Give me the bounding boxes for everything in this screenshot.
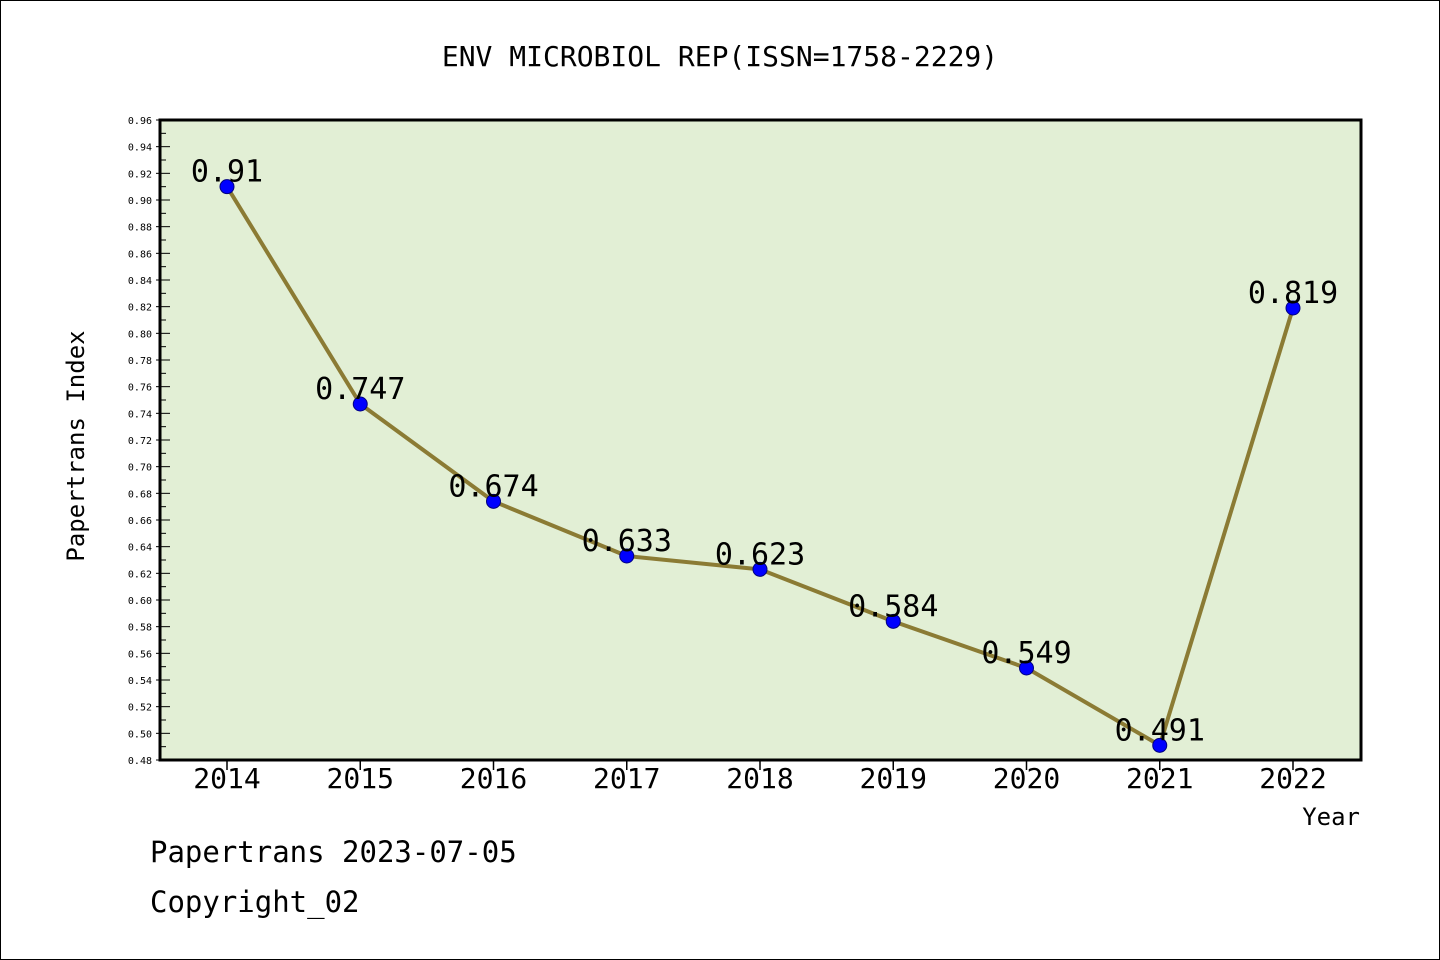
- x-tick-label: 2018: [726, 762, 793, 795]
- data-label: 0.91: [191, 155, 263, 190]
- x-axis: 2014 2015 2016 2017 2018 2019 2020 2021 2022: [193, 760, 1327, 795]
- data-label: 0.549: [981, 636, 1071, 671]
- y-tick-label: 0.58: [128, 623, 152, 634]
- y-tick-label: 0.68: [128, 489, 152, 500]
- data-point: [752, 561, 768, 577]
- y-tick-label: 0.84: [128, 276, 152, 287]
- x-tick-label: 2019: [860, 762, 927, 795]
- x-tick-label: 2017: [593, 762, 660, 795]
- y-tick-label: 0.80: [128, 329, 152, 340]
- series-line-group: 0.91 0.747 0.674 0.633 0.623 0.584 0.549 0.491 0…: [191, 155, 1338, 753]
- y-tick-label: 0.66: [128, 516, 152, 527]
- data-label: 0.623: [715, 537, 805, 572]
- y-axis-label: Papertrans Index: [62, 330, 90, 561]
- x-tick-label: 2021: [1126, 762, 1193, 795]
- chart-title: ENV MICROBIOL REP(ISSN=1758-2229): [442, 40, 998, 73]
- data-point: [619, 548, 635, 564]
- y-tick-label: 0.94: [128, 143, 152, 154]
- y-tick-label: 0.78: [128, 356, 152, 367]
- y-tick-label: 0.56: [128, 649, 152, 660]
- data-label: 0.584: [848, 589, 938, 624]
- y-tick-label: 0.52: [128, 703, 152, 714]
- x-tick-label: 2020: [993, 762, 1060, 795]
- data-label: 0.491: [1115, 713, 1205, 748]
- y-tick-label: 0.62: [128, 569, 152, 580]
- data-label: 0.747: [315, 372, 405, 407]
- y-tick-label: 0.64: [128, 543, 152, 554]
- y-tick-label: 0.74: [128, 409, 152, 420]
- y-tick-label: 0.96: [128, 116, 152, 127]
- data-point: [219, 179, 235, 195]
- y-tick-label: 0.54: [128, 676, 152, 687]
- data-point: [1152, 737, 1168, 753]
- y-tick-label: 0.92: [128, 169, 152, 180]
- x-tick-label: 2022: [1259, 762, 1326, 795]
- y-tick-label: 0.50: [128, 729, 152, 740]
- x-axis-label: Year: [1302, 803, 1360, 831]
- data-point: [1019, 660, 1034, 676]
- y-axis: 0.48 0.50 0.52 0.54 0.56 0.58 0.60 0.62 0.64 0.66…: [128, 116, 170, 767]
- y-tick-label: 0.70: [128, 463, 152, 474]
- data-point: [486, 493, 501, 509]
- footer-date: Papertrans 2023-07-05: [150, 835, 517, 869]
- footer-copyright: Copyright_02: [150, 885, 360, 919]
- x-tick-label: 2014: [193, 762, 260, 795]
- data-point: [885, 613, 901, 629]
- data-point: [1285, 300, 1301, 316]
- plot-area: [158, 118, 1363, 762]
- y-tick-label: 0.72: [128, 436, 152, 447]
- y-tick-label: 0.48: [128, 756, 152, 767]
- data-point: [352, 396, 368, 412]
- x-tick-label: 2016: [460, 762, 527, 795]
- y-tick-label: 0.88: [128, 223, 152, 234]
- x-tick-label: 2015: [327, 762, 394, 795]
- y-tick-label: 0.82: [128, 303, 152, 314]
- data-label: 0.819: [1248, 276, 1338, 311]
- y-tick-label: 0.86: [128, 249, 152, 260]
- y-tick-label: 0.76: [128, 383, 152, 394]
- y-tick-label: 0.90: [128, 196, 152, 207]
- data-label: 0.633: [582, 524, 672, 559]
- y-tick-label: 0.60: [128, 596, 152, 607]
- data-label: 0.674: [448, 469, 538, 504]
